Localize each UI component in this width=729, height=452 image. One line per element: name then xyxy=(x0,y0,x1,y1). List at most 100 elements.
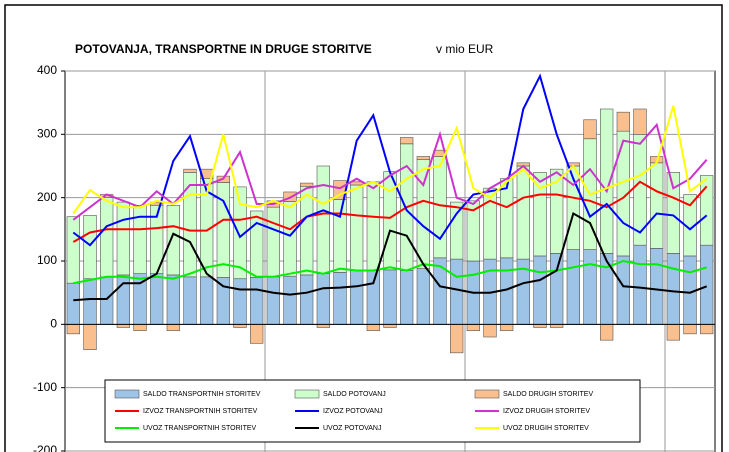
legend-label: UVOZ DRUGIH STORITEV xyxy=(503,425,589,432)
bar xyxy=(300,274,314,325)
bar xyxy=(183,172,197,278)
bar xyxy=(300,182,314,187)
bar xyxy=(666,324,680,341)
bar xyxy=(616,111,630,132)
bar xyxy=(300,185,314,276)
bar xyxy=(233,278,247,325)
legend-label: UVOZ TRANSPORTNIH STORITEV xyxy=(143,425,257,432)
bar xyxy=(550,168,564,254)
bar xyxy=(183,276,197,325)
chart-subtitle: v mio EUR xyxy=(436,42,494,56)
y-tick-label: 400 xyxy=(37,63,57,77)
bar xyxy=(666,172,680,254)
line-series xyxy=(73,259,707,285)
bar xyxy=(433,156,447,259)
bar xyxy=(500,324,514,331)
bar xyxy=(66,216,80,284)
bar xyxy=(466,324,480,331)
bar xyxy=(483,324,497,338)
bar xyxy=(266,206,280,278)
legend-box xyxy=(104,379,641,443)
bar xyxy=(616,255,630,325)
bar xyxy=(150,273,164,325)
bar xyxy=(183,168,197,173)
y-tick-label: -200 xyxy=(33,443,57,452)
bar xyxy=(633,244,647,325)
bar xyxy=(516,165,530,260)
legend-swatch xyxy=(294,389,320,399)
line-series xyxy=(72,105,708,215)
bar xyxy=(200,276,214,325)
bar xyxy=(350,184,364,271)
bar xyxy=(66,324,80,335)
bar xyxy=(333,199,347,273)
bar xyxy=(600,324,614,341)
bar xyxy=(250,277,264,325)
bar xyxy=(116,201,130,276)
bar xyxy=(583,249,597,325)
bar xyxy=(250,210,264,278)
bar xyxy=(366,324,380,331)
bar xyxy=(383,171,397,271)
bar xyxy=(316,273,330,325)
legend-swatch xyxy=(114,389,140,399)
bar xyxy=(450,324,464,354)
bar xyxy=(416,156,430,160)
legend-label: SALDO TRANSPORTNIH STORITEV xyxy=(143,391,261,398)
legend-label: SALDO POTOVANJ xyxy=(323,391,386,398)
bar xyxy=(333,272,347,325)
bar xyxy=(533,172,547,257)
bar xyxy=(216,277,230,325)
line-series xyxy=(73,212,708,302)
legend-label: IZVOZ TRANSPORTNIH STORITEV xyxy=(143,408,258,415)
bar xyxy=(166,204,180,276)
bar xyxy=(700,244,714,325)
bar xyxy=(466,200,480,262)
bar xyxy=(100,197,114,278)
bar xyxy=(583,119,597,140)
bar xyxy=(600,253,614,325)
legend-label: IZVOZ POTOVANJ xyxy=(323,408,383,415)
y-tick-label: 0 xyxy=(50,317,57,331)
bar xyxy=(283,275,297,325)
bar xyxy=(66,282,80,325)
y-tick-label: 100 xyxy=(37,253,57,267)
bar xyxy=(100,276,114,325)
bar xyxy=(666,253,680,325)
line-series xyxy=(72,180,708,243)
bar xyxy=(83,324,97,350)
bar xyxy=(650,162,664,249)
bar xyxy=(550,253,564,325)
chart-title: POTOVANJA, TRANSPORTNE IN DRUGE STORITVE xyxy=(75,42,372,56)
line-series xyxy=(72,73,708,247)
bar xyxy=(566,249,580,325)
bar xyxy=(700,175,714,246)
bar xyxy=(400,270,414,325)
bar xyxy=(166,274,180,325)
bar xyxy=(133,324,147,331)
bar xyxy=(366,270,380,325)
bar xyxy=(700,324,714,335)
legend-swatch xyxy=(474,389,500,399)
bar xyxy=(266,276,280,325)
bar xyxy=(166,324,180,331)
bar xyxy=(500,178,514,259)
bar xyxy=(450,258,464,325)
y-tick-label: 300 xyxy=(37,127,57,141)
bar xyxy=(83,278,97,325)
bar xyxy=(350,270,364,325)
line-series xyxy=(72,122,708,221)
bar xyxy=(683,324,697,335)
bar xyxy=(83,215,97,280)
bar xyxy=(250,324,264,344)
bar xyxy=(366,181,380,271)
y-tick-label: -100 xyxy=(33,380,57,394)
legend-label: SALDO DRUGIH STORITEV xyxy=(503,391,593,398)
legend-label: IZVOZ DRUGIH STORITEV xyxy=(503,408,590,415)
bar xyxy=(650,248,664,325)
bar xyxy=(600,108,614,254)
bar xyxy=(383,269,397,325)
bar xyxy=(133,204,147,274)
